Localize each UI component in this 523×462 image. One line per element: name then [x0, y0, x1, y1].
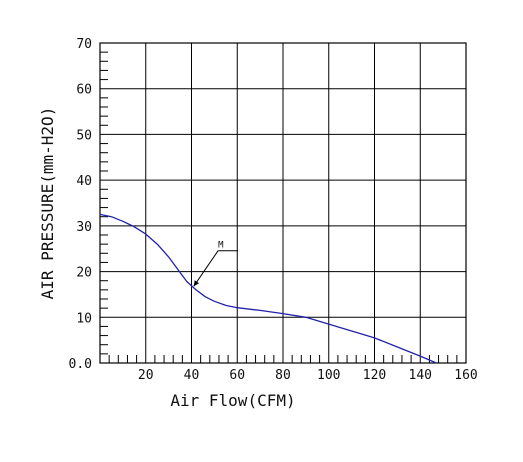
x-axis-title: Air Flow(CFM)	[170, 391, 295, 410]
y-tick-label: 0.0	[69, 357, 92, 372]
plot-frame	[99, 42, 467, 364]
y-axis-title: AIR PRESSURE(mm-H2O)	[38, 107, 57, 300]
x-tick-label: 140	[409, 368, 432, 383]
series-line-M	[99, 213, 437, 364]
y-tick-label: 40	[76, 174, 92, 189]
minor-ticks	[100, 51, 458, 363]
y-tick-label: 30	[76, 220, 92, 235]
x-tick-labels: 20 40 60 80 100 120 140 160	[138, 368, 478, 383]
y-tick-labels: 0.0 10 20 30 40 50 60 70	[69, 37, 92, 372]
y-tick-label: 70	[76, 37, 92, 52]
x-tick-label: 120	[363, 368, 386, 383]
x-tick-label: 40	[184, 368, 200, 383]
annotation-arrowhead	[193, 280, 199, 287]
annotation-leader-arrow	[193, 250, 219, 287]
y-tick-label: 20	[76, 266, 92, 281]
annotation-label: M	[218, 241, 224, 251]
x-tick-label: 20	[138, 368, 154, 383]
y-tick-label: 60	[76, 83, 92, 98]
x-tick-label: 160	[454, 368, 477, 383]
y-tick-label: 50	[76, 128, 92, 143]
x-tick-label: 80	[275, 368, 291, 383]
annotation-layer: M	[193, 241, 239, 287]
y-tick-label: 10	[76, 311, 92, 326]
x-tick-label: 100	[317, 368, 340, 383]
grid-lines	[100, 43, 466, 363]
x-tick-label: 60	[229, 368, 245, 383]
series-layer	[99, 213, 437, 364]
